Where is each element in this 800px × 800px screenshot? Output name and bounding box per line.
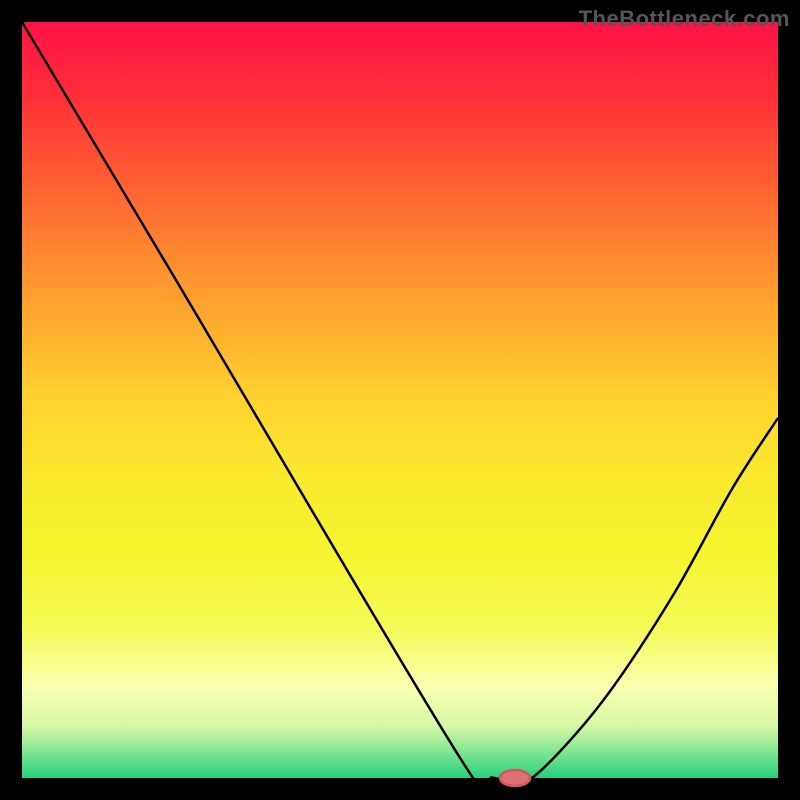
- watermark-text: TheBottleneck.com: [579, 6, 790, 32]
- optimal-marker: [500, 770, 530, 786]
- plot-background: [22, 22, 778, 778]
- bottleneck-chart: [0, 0, 800, 800]
- chart-container: TheBottleneck.com: [0, 0, 800, 800]
